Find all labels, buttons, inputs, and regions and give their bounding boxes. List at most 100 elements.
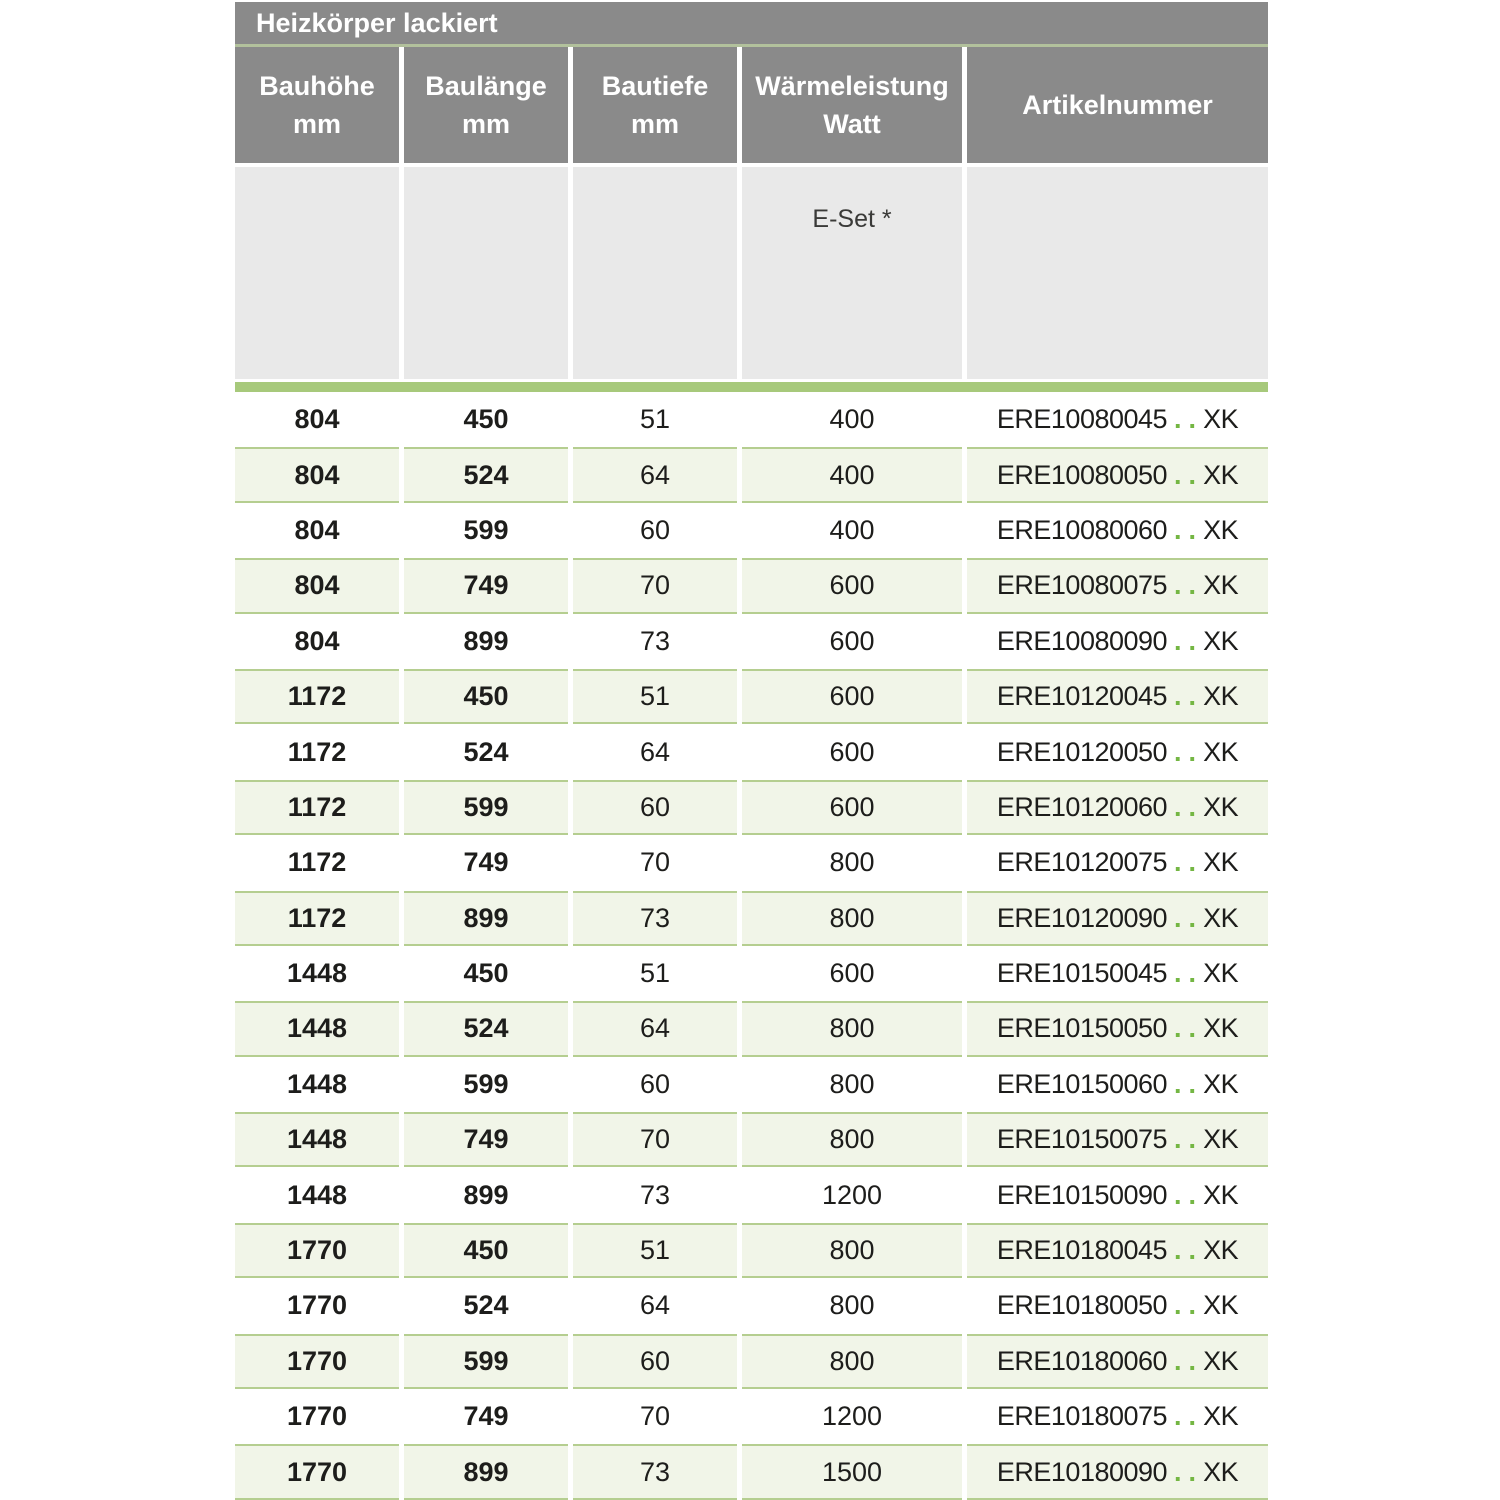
baulaenge-value: 899 (463, 625, 509, 656)
artikel-suffix: XK (1203, 1345, 1239, 1376)
bauhoehe-value: 1448 (286, 1013, 348, 1044)
table-title: Heizkörper lackiert (256, 8, 498, 38)
baulaenge-value: 899 (463, 902, 509, 933)
baulaenge-value: 599 (463, 791, 509, 822)
subheader-cell-artikelnummer (967, 167, 1268, 379)
green-accent-bar (235, 382, 1268, 392)
cell-bautiefe: 73 (573, 613, 737, 669)
table-row: 804 599 60 400 ERE10080060.. XK (235, 502, 1268, 559)
artikel-prefix: ERE10120045 (996, 681, 1168, 712)
cell-waermeleistung: 600 (742, 724, 962, 780)
cell-baulaenge: 899 (404, 1444, 568, 1500)
artikel-dots: .. (1174, 1401, 1204, 1432)
waermeleistung-value: 600 (829, 791, 875, 822)
table-row: 1172 450 51 600 ERE10120045.. XK (235, 668, 1268, 725)
cell-artikelnummer: ERE10180060.. XK (967, 1333, 1268, 1390)
waermeleistung-value: 800 (829, 1013, 875, 1044)
cell-bauhoehe: 1172 (235, 835, 399, 891)
table-row: 1172 599 60 600 ERE10120060.. XK (235, 779, 1268, 836)
cell-waermeleistung: 400 (742, 502, 962, 559)
table-row: 1448 599 60 800 ERE10150060.. XK (235, 1056, 1268, 1113)
waermeleistung-value: 600 (829, 570, 875, 601)
cell-bauhoehe: 804 (235, 392, 399, 448)
column-header-baulaenge: Baulänge mm (404, 47, 568, 163)
artikel-suffix: XK (1203, 1013, 1239, 1044)
waermeleistung-value: 1200 (821, 1401, 883, 1432)
cell-bauhoehe: 1448 (235, 1167, 399, 1223)
bauhoehe-value: 1448 (286, 958, 348, 989)
cell-waermeleistung: 800 (742, 1333, 962, 1390)
artikel-suffix: XK (1203, 625, 1239, 656)
cell-artikelnummer: ERE10080060.. XK (967, 502, 1268, 559)
bautiefe-value: 51 (639, 681, 671, 712)
table-row: 804 524 64 400 ERE10080050.. XK (235, 447, 1268, 503)
cell-bautiefe: 70 (573, 1389, 737, 1445)
cell-artikelnummer: ERE10180090.. XK (967, 1444, 1268, 1500)
cell-artikelnummer: ERE10120050.. XK (967, 724, 1268, 780)
table-row: 804 450 51 400 ERE10080045.. XK (235, 392, 1268, 448)
cell-waermeleistung: 800 (742, 1278, 962, 1334)
cell-bautiefe: 60 (573, 1333, 737, 1390)
bautiefe-value: 73 (639, 1456, 671, 1487)
cell-baulaenge: 524 (404, 1278, 568, 1334)
bauhoehe-value: 1172 (287, 736, 347, 767)
artikel-dots: .. (1174, 1068, 1204, 1099)
waermeleistung-value: 600 (829, 958, 875, 989)
table-row: 1770 524 64 800 ERE10180050.. XK (235, 1278, 1268, 1334)
bautiefe-value: 51 (639, 958, 671, 989)
bauhoehe-value: 1770 (286, 1235, 348, 1266)
artikel-suffix: XK (1203, 404, 1239, 435)
cell-waermeleistung: 1200 (742, 1167, 962, 1223)
waermeleistung-value: 800 (829, 1068, 875, 1099)
column-header-label: Baulänge (425, 71, 547, 101)
artikel-dots: .. (1174, 404, 1204, 435)
bautiefe-value: 60 (639, 514, 671, 545)
artikel-prefix: ERE10180075 (996, 1401, 1168, 1432)
artikel-prefix: ERE10080060 (996, 514, 1168, 545)
artikel-suffix: XK (1203, 902, 1239, 933)
table-title-bar: Heizkörper lackiert (235, 2, 1268, 44)
cell-artikelnummer: ERE10080050.. XK (967, 447, 1268, 503)
baulaenge-value: 524 (463, 1013, 509, 1044)
bautiefe-value: 51 (639, 1235, 671, 1266)
table-row: 1770 749 70 1200 ERE10180075.. XK (235, 1389, 1268, 1445)
baulaenge-value: 749 (463, 570, 509, 601)
cell-baulaenge: 450 (404, 1222, 568, 1279)
column-header-unit: mm (292, 109, 341, 139)
cell-waermeleistung: 400 (742, 392, 962, 448)
table-body: 804 450 51 400 ERE10080045.. XK 804 524 6… (235, 392, 1268, 1500)
cell-bauhoehe: 804 (235, 447, 399, 503)
column-header-label: Bauhöhe (259, 71, 375, 101)
cell-bautiefe: 51 (573, 392, 737, 448)
waermeleistung-value: 600 (829, 625, 875, 656)
artikel-dots: .. (1174, 736, 1204, 767)
cell-artikelnummer: ERE10080075.. XK (967, 558, 1268, 614)
artikel-dots: .. (1174, 902, 1204, 933)
cell-artikelnummer: ERE10150075.. XK (967, 1112, 1268, 1168)
table-row: 1172 899 73 800 ERE10120090.. XK (235, 890, 1268, 946)
cell-bautiefe: 73 (573, 1167, 737, 1223)
cell-bautiefe: 51 (573, 668, 737, 725)
bauhoehe-value: 1770 (286, 1456, 348, 1487)
cell-artikelnummer: ERE10080090.. XK (967, 613, 1268, 669)
baulaenge-value: 599 (463, 1068, 509, 1099)
bauhoehe-value: 1770 (286, 1345, 348, 1376)
bautiefe-value: 60 (639, 1068, 671, 1099)
artikel-dots: .. (1174, 459, 1204, 490)
column-header-unit: mm (461, 109, 510, 139)
baulaenge-value: 899 (463, 1456, 509, 1487)
baulaenge-value: 450 (463, 681, 509, 712)
artikel-prefix: ERE10150075 (996, 1124, 1168, 1155)
column-header-label: Artikelnummer (1022, 90, 1213, 120)
cell-baulaenge: 599 (404, 1056, 568, 1113)
cell-bauhoehe: 1770 (235, 1333, 399, 1390)
bauhoehe-value: 804 (294, 514, 340, 545)
table-row: 1448 749 70 800 ERE10150075.. XK (235, 1112, 1268, 1168)
cell-waermeleistung: 600 (742, 668, 962, 725)
artikel-dots: .. (1174, 791, 1204, 822)
cell-bautiefe: 64 (573, 447, 737, 503)
bauhoehe-value: 1172 (287, 791, 347, 822)
cell-baulaenge: 749 (404, 1389, 568, 1445)
baulaenge-value: 524 (463, 459, 509, 490)
artikel-suffix: XK (1203, 1179, 1239, 1210)
